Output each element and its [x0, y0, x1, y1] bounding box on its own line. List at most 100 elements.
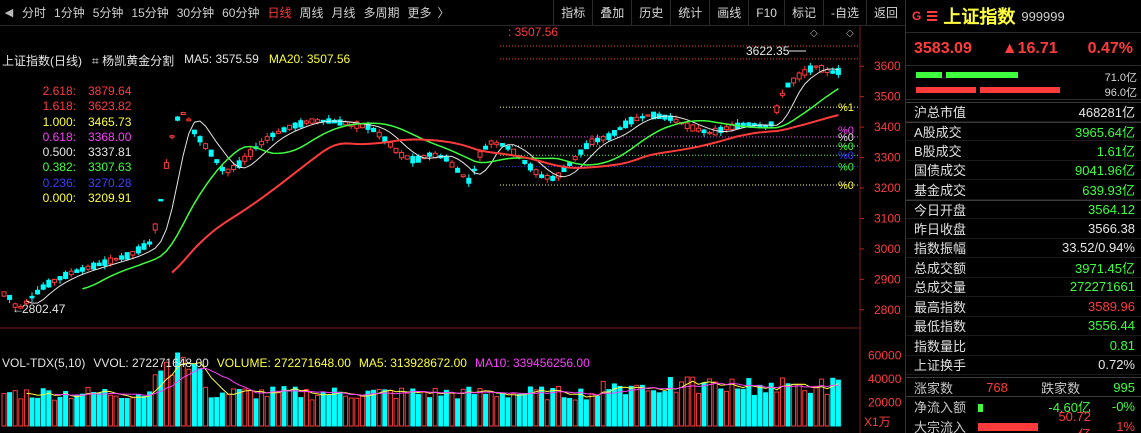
quote-row-item: B股成交 1.61亿 [906, 141, 1141, 161]
candle-body [141, 243, 147, 250]
tool-button-3[interactable]: 统计 [670, 0, 709, 26]
tab-3[interactable]: 15分钟 [131, 6, 169, 20]
quote-row-item: 上证换手 0.72% [906, 356, 1141, 375]
volume-bar [427, 397, 433, 427]
toolbar: 指标 叠加 历史 统计 画线 F10 标记 -自选 返回 [553, 0, 905, 26]
quote-row: 3583.09 ▲16.71 0.47% [906, 33, 1141, 66]
volume-bar [421, 391, 427, 427]
volume-header: VOL-TDX(5,10) VVOL: 272271648.00 VOLUME:… [0, 356, 590, 372]
candle-body [427, 152, 433, 157]
volume-bar [152, 374, 158, 427]
quote-row-item: 昨日收盘 3566.38 [906, 219, 1141, 239]
quote-row-item: A股成交 3965.64亿 [906, 121, 1141, 141]
candle-body [264, 136, 270, 141]
volume-bar [623, 394, 629, 427]
candle-body [281, 127, 287, 133]
candle-body [102, 259, 108, 266]
candle-body [18, 305, 24, 309]
volume-bar [723, 390, 729, 427]
tool-button-0[interactable]: 指标 [553, 0, 592, 26]
tool-button-8[interactable]: 返回 [865, 0, 905, 26]
candle-body [768, 121, 774, 127]
tool-button-1[interactable]: 叠加 [592, 0, 631, 26]
candle-body [387, 141, 393, 148]
volume-bar [1, 393, 7, 427]
tool-button-7[interactable]: -自选 [822, 0, 866, 26]
index-name: 上证指数 [943, 7, 1016, 27]
quote-label: B股成交 [914, 143, 962, 159]
quote-row-item: 总成交额 3971.45亿 [906, 258, 1141, 278]
tab-1[interactable]: 1分钟 [54, 6, 85, 20]
tool-button-6[interactable]: 标记 [783, 0, 823, 26]
volume-bar [253, 398, 259, 427]
volume-bar [113, 395, 119, 427]
volume-bar [219, 392, 225, 427]
volume-bar [119, 397, 125, 427]
candle-body [152, 223, 158, 231]
quote-value: 3971.45亿 [1075, 260, 1135, 276]
quote-label: 今日开盘 [914, 202, 967, 218]
tab-4[interactable]: 30分钟 [176, 6, 215, 20]
fib-pct-label: %0 [838, 180, 854, 192]
candle-body [830, 70, 836, 74]
candle-body [645, 114, 651, 117]
candle-body [623, 120, 629, 129]
candle-body [807, 65, 813, 73]
tab-5[interactable]: 60分钟 [222, 6, 260, 20]
volume-bar [751, 394, 757, 427]
vol-indicator-name[interactable]: VOL-TDX(5,10) [2, 356, 86, 370]
fib-value: 3337.81 [88, 145, 132, 160]
tool-button-4[interactable]: 画线 [709, 0, 748, 26]
candle-body [819, 65, 825, 73]
more-arrow-icon[interactable]: 〉 [437, 6, 450, 20]
tool-button-5[interactable]: F10 [748, 0, 784, 26]
volume-bar [287, 390, 293, 427]
quote-value: 0.72% [1098, 357, 1135, 373]
volume-bar [79, 393, 85, 427]
tool-button-2[interactable]: 历史 [631, 0, 670, 26]
panel-title: G 上证指数 999999 [906, 0, 1141, 33]
candle-body [292, 122, 298, 129]
kline-chart[interactable]: 3600 3500 3400 3300 3200 3100 3000 2900 2800 %1 %0… [0, 26, 905, 433]
volume-bar [455, 398, 461, 427]
price-axis-label: 2800 [874, 303, 901, 317]
tab-0[interactable]: 分时 [22, 6, 47, 20]
tab-7[interactable]: 周线 [299, 6, 324, 20]
tab-6[interactable]: 日线 [267, 6, 292, 20]
volume-bar [679, 381, 685, 427]
price-axis-label: 3600 [874, 59, 901, 73]
volume-bar [57, 396, 63, 427]
quote-label: 指数量比 [914, 338, 967, 354]
candle-body [835, 68, 841, 75]
scroll-left-icon[interactable]: ◀ [4, 7, 14, 19]
volume-bar [527, 386, 533, 427]
net-inflow-pct: -0% [1111, 399, 1135, 415]
tab-8[interactable]: 月线 [331, 6, 356, 20]
tab-10[interactable]: 更多 [407, 6, 432, 20]
tab-2[interactable]: 5分钟 [92, 6, 124, 20]
candle-body [404, 155, 410, 160]
candle-body [813, 65, 819, 68]
candle-body [163, 162, 169, 169]
volume-bar [707, 378, 713, 427]
volume-bar [40, 388, 46, 427]
candle-body [343, 121, 349, 126]
menu-icon[interactable] [927, 11, 938, 21]
net-inflow-mini-bar [976, 402, 1046, 412]
volume-bar [516, 393, 522, 427]
candle-body [796, 72, 802, 80]
volume-bar [393, 397, 399, 427]
candle-body [443, 156, 449, 162]
candle-body [522, 159, 528, 164]
candle-body [57, 276, 63, 281]
quote-label: 昨日收盘 [914, 221, 967, 237]
candle-body [651, 111, 657, 120]
volume-bar [740, 388, 746, 427]
tab-9[interactable]: 多周期 [363, 6, 400, 20]
volume-bar [488, 390, 494, 427]
candle-body [376, 131, 382, 138]
candle-body [147, 241, 153, 245]
volume-bar [662, 391, 668, 427]
volume-bar [606, 389, 612, 427]
volume-bar [522, 393, 528, 427]
